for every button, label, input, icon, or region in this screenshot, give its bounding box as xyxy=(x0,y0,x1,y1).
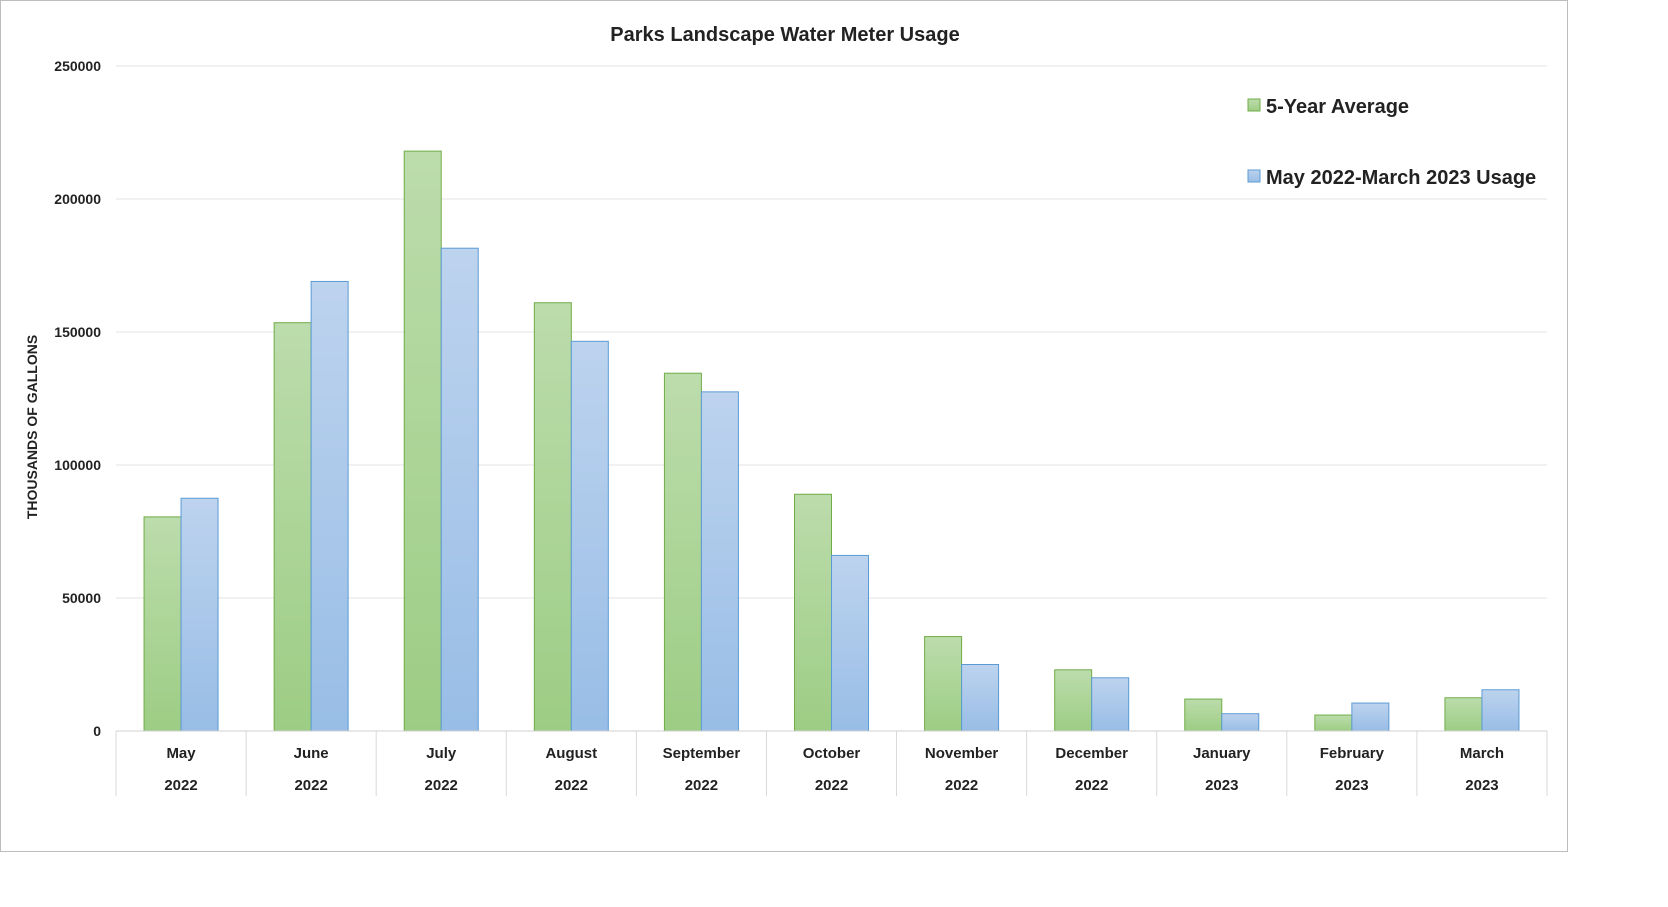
category-year-label: 2022 xyxy=(945,777,978,794)
bar-five-year-average xyxy=(1314,714,1353,732)
bar-five-year-average xyxy=(794,493,832,732)
category-month-label: May xyxy=(166,745,196,762)
bar-five-year-average xyxy=(1444,697,1483,732)
bar-five-year-average xyxy=(533,302,572,732)
bar-current-usage xyxy=(310,280,349,732)
category-month-label: September xyxy=(663,745,741,762)
legend-label: May 2022-March 2023 Usage xyxy=(1266,167,1536,189)
legend: 5-Year Average May 2022-March 2023 Usage xyxy=(1247,96,1536,189)
bar-current-usage xyxy=(180,497,219,732)
bar-five-year-average xyxy=(924,636,963,732)
bar-five-year-average xyxy=(143,516,182,732)
y-axis-ticks: 0 50000 100000 150000 200000 250000 xyxy=(54,58,101,739)
category-month-label: March xyxy=(1460,745,1504,762)
x-axis-categories: May 2022 June 2022 July 2022 August 2022 Septemb… xyxy=(115,730,1548,796)
chart-frame: Parks Landscape Water Meter Usage 0 50000… xyxy=(0,0,1568,852)
bars xyxy=(143,150,1520,732)
category-month-label: October xyxy=(803,745,861,762)
category-month-label: July xyxy=(426,745,457,762)
category-month-label: November xyxy=(925,745,999,762)
bar-current-usage xyxy=(1091,677,1130,732)
y-tick-label: 250000 xyxy=(54,58,101,74)
legend-swatch xyxy=(1247,98,1261,112)
bar-current-usage xyxy=(700,391,739,732)
category-year-label: 2023 xyxy=(1335,777,1368,794)
category-month-label: January xyxy=(1193,745,1251,762)
bar-current-usage xyxy=(961,664,1000,732)
category-year-label: 2023 xyxy=(1465,777,1498,794)
category-year-label: 2022 xyxy=(685,777,718,794)
category-year-label: 2022 xyxy=(815,777,848,794)
bar-current-usage xyxy=(570,340,609,732)
category-month-label: December xyxy=(1055,745,1128,762)
bar-current-usage xyxy=(440,247,479,732)
bar-current-usage xyxy=(1221,713,1260,732)
bar-five-year-average xyxy=(273,322,312,732)
y-tick-label: 50000 xyxy=(62,590,101,606)
category-year-label: 2022 xyxy=(555,777,588,794)
bar-five-year-average xyxy=(403,150,442,732)
y-tick-label: 200000 xyxy=(54,191,101,207)
chart-title: Parks Landscape Water Meter Usage xyxy=(610,24,959,46)
bar-five-year-average xyxy=(1184,698,1223,732)
y-tick-label: 0 xyxy=(93,723,101,739)
bar-five-year-average xyxy=(663,372,702,732)
category-month-label: February xyxy=(1320,745,1385,762)
bar-chart: Parks Landscape Water Meter Usage 0 50000… xyxy=(24,24,1548,796)
category-year-label: 2022 xyxy=(294,777,327,794)
category-year-label: 2023 xyxy=(1205,777,1238,794)
legend-label: 5-Year Average xyxy=(1266,96,1409,118)
y-axis-label: THOUSANDS OF GALLONS xyxy=(24,335,40,519)
category-month-label: August xyxy=(545,745,597,762)
y-tick-label: 100000 xyxy=(54,457,101,473)
bar-current-usage xyxy=(831,554,869,732)
y-tick-label: 150000 xyxy=(54,324,101,340)
category-year-label: 2022 xyxy=(425,777,458,794)
bar-five-year-average xyxy=(1054,669,1093,732)
bar-current-usage xyxy=(1351,702,1390,732)
category-year-label: 2022 xyxy=(164,777,197,794)
category-year-label: 2022 xyxy=(1075,777,1108,794)
category-month-label: June xyxy=(294,745,329,762)
legend-swatch xyxy=(1247,169,1261,183)
bar-current-usage xyxy=(1481,689,1520,732)
